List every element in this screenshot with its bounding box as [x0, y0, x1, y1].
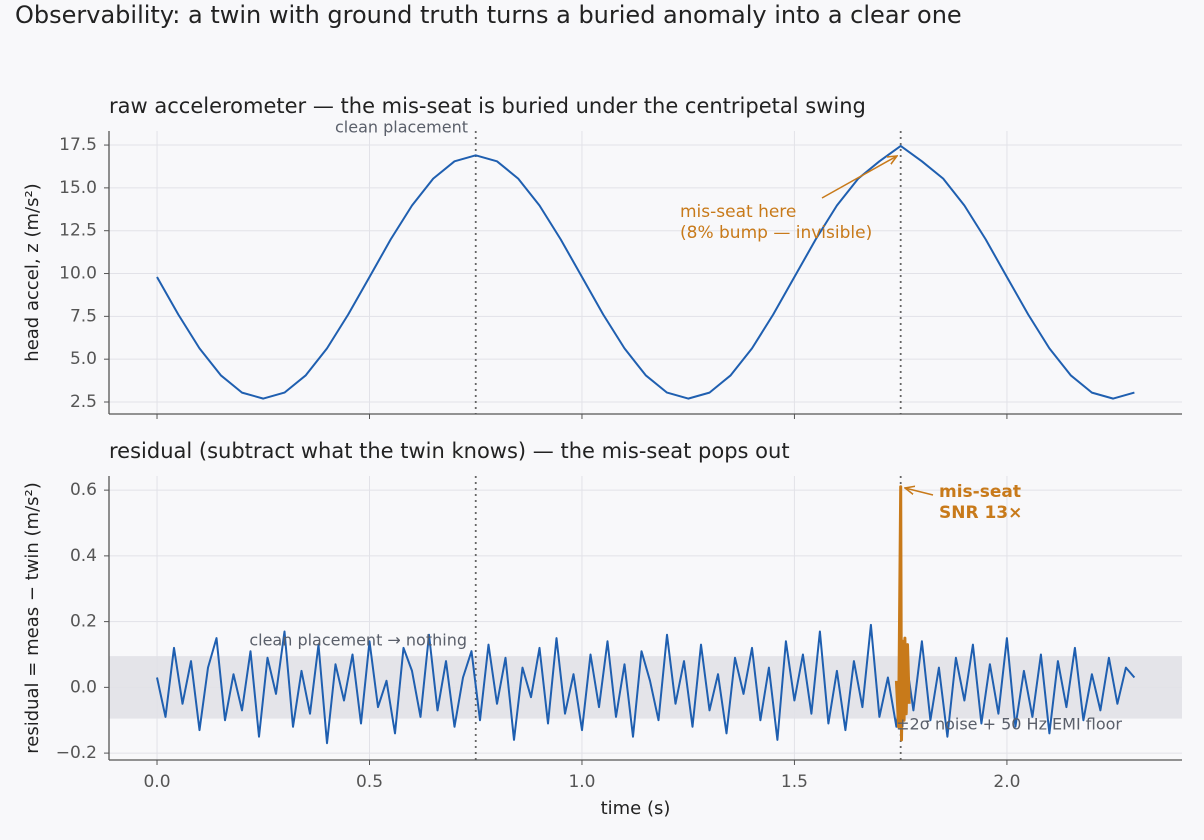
y-tick-label: 0.2	[70, 612, 97, 632]
y-tick-label: 2.5	[70, 392, 97, 412]
y-tick-label: −0.2	[56, 743, 97, 763]
y-tick-label: 7.5	[70, 306, 97, 326]
annotation: SNR 13×	[939, 503, 1022, 523]
annotation: ±2σ noise + 50 Hz EMI floor	[896, 715, 1122, 734]
y-tick-label: 15.0	[59, 178, 97, 198]
annotation: clean placement → nothing	[249, 631, 467, 650]
y-axis-label: head accel, z (m/s²)	[22, 183, 43, 361]
annotation-arrow	[905, 488, 934, 496]
y-tick-label: 0.0	[70, 677, 97, 697]
x-tick-label: 0.5	[356, 772, 383, 792]
series-line	[894, 485, 911, 742]
y-axis-label: residual = meas − twin (m/s²)	[22, 482, 43, 754]
y-tick-label: 0.4	[70, 546, 97, 566]
y-tick-label: 10.0	[59, 264, 97, 284]
y-tick-label: 5.0	[70, 349, 97, 369]
annotation-arrow	[821, 156, 897, 199]
series-line	[156, 623, 1136, 745]
x-tick-label: 0.0	[143, 772, 170, 792]
panel-title: raw accelerometer — the mis-seat is buri…	[109, 94, 866, 118]
y-tick-label: 0.6	[70, 480, 97, 500]
series-line	[156, 144, 1135, 400]
figure-title: Observability: a twin with ground truth …	[15, 1, 962, 29]
y-tick-label: 12.5	[59, 221, 97, 241]
x-tick-label: 1.0	[568, 772, 595, 792]
x-axis-label: time (s)	[601, 798, 671, 819]
annotation: (8% bump — invisible)	[680, 223, 872, 243]
annotation: mis-seat	[939, 482, 1021, 502]
y-tick-label: 17.5	[59, 135, 97, 155]
panel-title: residual (subtract what the twin knows) …	[109, 439, 790, 463]
annotation: clean placement	[335, 118, 468, 137]
annotation: mis-seat here	[680, 202, 796, 222]
x-tick-label: 1.5	[781, 772, 808, 792]
x-tick-label: 2.0	[993, 772, 1020, 792]
